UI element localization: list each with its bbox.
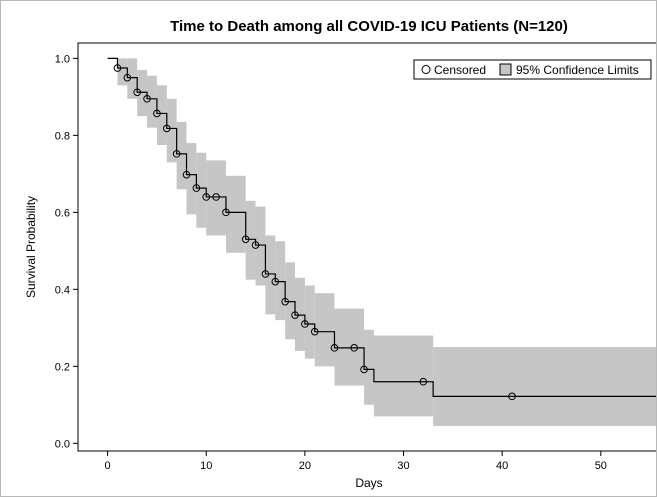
censored-marker	[261, 270, 270, 278]
confidence-band-segment	[176, 121, 187, 190]
censored-marker	[133, 88, 141, 97]
censored-marker	[123, 73, 132, 82]
survival-step-line	[107, 57, 656, 397]
confidence-band-segment	[304, 285, 315, 359]
censored-marker	[301, 320, 309, 328]
y-tick-label: 0.4	[55, 284, 70, 296]
y-axis-label: Survival Probability	[24, 196, 38, 298]
confidence-band-segment	[147, 75, 157, 128]
confidence-band-segment	[117, 58, 128, 86]
confidence-band-segment	[295, 277, 305, 351]
confidence-band-segment	[275, 241, 286, 321]
survival-line-layer	[107, 57, 656, 397]
censored-marker	[182, 170, 191, 179]
censored-marker	[241, 235, 250, 244]
confidence-band-layer	[117, 58, 656, 426]
censored-marker	[271, 277, 280, 286]
chart-title: Time to Death among all COVID-19 ICU Pat…	[170, 18, 568, 35]
censored-marker	[143, 95, 151, 103]
censored-marker	[360, 365, 368, 374]
confidence-band-segment	[156, 85, 167, 145]
y-tick-label: 0.0	[55, 438, 70, 450]
censored-marker	[172, 150, 181, 158]
y-tick-label: 1.0	[55, 53, 70, 65]
legend: Censored 95% Confidence Limits	[413, 59, 652, 80]
censored-marker	[153, 109, 161, 118]
x-tick-label: 10	[200, 460, 212, 472]
confidence-band-segment	[225, 175, 246, 253]
legend-band-swatch	[499, 63, 512, 76]
legend-box	[413, 59, 652, 80]
y-tick-label: 0.6	[55, 207, 70, 219]
x-tick-label: 20	[299, 460, 311, 472]
confidence-band-segment	[137, 69, 148, 117]
x-axis-label: Days	[355, 476, 382, 490]
censored-marker	[281, 297, 289, 306]
censored-marker	[251, 241, 260, 249]
legend-band-label: 95% Confidence Limits	[516, 63, 639, 77]
confidence-band-segment	[186, 143, 197, 215]
confidence-band-segment	[373, 335, 434, 417]
confidence-band-segment	[364, 329, 374, 405]
censored-marker	[310, 327, 319, 336]
censored-marker	[192, 184, 201, 192]
confidence-band-segment	[255, 206, 266, 286]
censored-marker	[291, 311, 299, 319]
confidence-band-segment	[334, 308, 365, 386]
confidence-band-segment	[206, 160, 226, 236]
confidence-band-segment	[265, 235, 276, 315]
confidence-band-segment	[127, 58, 138, 99]
confidence-band-segment	[314, 293, 335, 367]
censored-marker	[222, 208, 230, 217]
x-tick-label: 50	[595, 460, 607, 472]
censored-marker	[113, 64, 122, 72]
censored-marker	[162, 124, 171, 133]
y-tick-label: 0.2	[55, 361, 70, 373]
censored-marker	[419, 377, 428, 386]
confidence-band-segment	[245, 200, 256, 280]
legend-censored-label: Censored	[434, 63, 486, 77]
x-tick-label: 0	[105, 460, 111, 472]
confidence-band-segment	[166, 98, 177, 163]
plot-area	[77, 42, 656, 452]
censored-marker	[508, 392, 516, 401]
y-tick-label: 0.8	[55, 130, 70, 142]
confidence-band-segment	[196, 152, 207, 228]
censored-marker-layer	[113, 64, 516, 401]
legend-censored-marker	[421, 65, 431, 74]
censored-marker	[202, 193, 211, 201]
x-tick-label: 40	[496, 460, 508, 472]
x-tick-label: 30	[397, 460, 409, 472]
censored-marker	[350, 344, 359, 352]
y-axis: 0.0 0.2 0.4 0.6 0.8 1.0	[55, 53, 78, 450]
confidence-band-segment	[285, 262, 296, 340]
confidence-band-segment	[433, 347, 656, 426]
x-axis: 0 10 20 30 40 50	[105, 451, 607, 472]
censored-marker	[212, 193, 220, 201]
censored-marker	[330, 344, 339, 352]
